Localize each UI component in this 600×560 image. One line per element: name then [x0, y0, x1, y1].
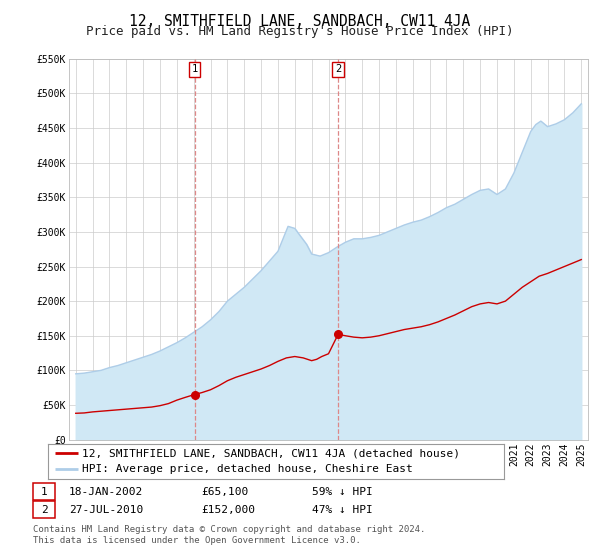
Text: 18-JAN-2002: 18-JAN-2002	[69, 487, 143, 497]
Text: £152,000: £152,000	[201, 505, 255, 515]
Text: HPI: Average price, detached house, Cheshire East: HPI: Average price, detached house, Ches…	[82, 464, 413, 474]
Text: £65,100: £65,100	[201, 487, 248, 497]
Text: 27-JUL-2010: 27-JUL-2010	[69, 505, 143, 515]
Text: 59% ↓ HPI: 59% ↓ HPI	[312, 487, 373, 497]
Text: Contains HM Land Registry data © Crown copyright and database right 2024.: Contains HM Land Registry data © Crown c…	[33, 525, 425, 534]
Text: 47% ↓ HPI: 47% ↓ HPI	[312, 505, 373, 515]
Text: 1: 1	[191, 64, 197, 74]
Text: Price paid vs. HM Land Registry's House Price Index (HPI): Price paid vs. HM Land Registry's House …	[86, 25, 514, 38]
Text: This data is licensed under the Open Government Licence v3.0.: This data is licensed under the Open Gov…	[33, 536, 361, 545]
Text: 2: 2	[41, 505, 47, 515]
Text: 2: 2	[335, 64, 341, 74]
Text: 12, SMITHFIELD LANE, SANDBACH, CW11 4JA (detached house): 12, SMITHFIELD LANE, SANDBACH, CW11 4JA …	[82, 448, 460, 458]
Text: 1: 1	[41, 487, 47, 497]
Text: 12, SMITHFIELD LANE, SANDBACH, CW11 4JA: 12, SMITHFIELD LANE, SANDBACH, CW11 4JA	[130, 14, 470, 29]
